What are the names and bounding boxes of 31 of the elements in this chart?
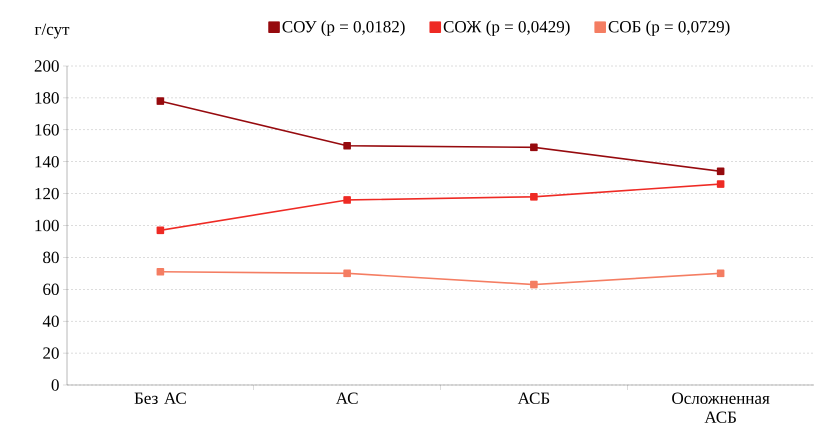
- point: [716, 167, 724, 176]
- point: [156, 268, 164, 276]
- y-tick-label: 160: [35, 124, 59, 136]
- point: [530, 280, 538, 288]
- x-tick-label: Без АС: [134, 392, 186, 404]
- legend-label: СОБ (p = 0,0729): [608, 20, 730, 36]
- point: [530, 144, 538, 152]
- point: [343, 270, 351, 278]
- legend-label: СОЖ (p = 0,0429): [444, 20, 570, 36]
- y-tick-label: 60: [43, 284, 59, 296]
- point: [156, 97, 164, 105]
- x-tick-label: АС: [336, 392, 358, 404]
- point: [343, 142, 351, 150]
- y-tick-label: 100: [35, 220, 59, 232]
- y-tick-label: 180: [35, 92, 59, 104]
- point: [156, 226, 164, 234]
- y-tick-label: 80: [43, 252, 59, 264]
- y-tick-label: 200: [34, 60, 59, 72]
- y-tick-label: 20: [43, 347, 59, 359]
- x-tick-label: Осложненная АСБ: [672, 392, 770, 423]
- point: [343, 196, 351, 204]
- point: [530, 192, 538, 201]
- point: [716, 270, 724, 278]
- y-axis-title: г/сут: [34, 24, 70, 38]
- y-tick-label: 120: [35, 188, 59, 200]
- y-tick-label: 40: [42, 315, 59, 327]
- y-tick-label: 0: [52, 379, 59, 391]
- legend-label: СОУ (p = 0,0182): [282, 20, 405, 36]
- point: [716, 180, 724, 188]
- x-tick-label: АСБ: [518, 392, 550, 404]
- y-tick-label: 140: [35, 156, 59, 168]
